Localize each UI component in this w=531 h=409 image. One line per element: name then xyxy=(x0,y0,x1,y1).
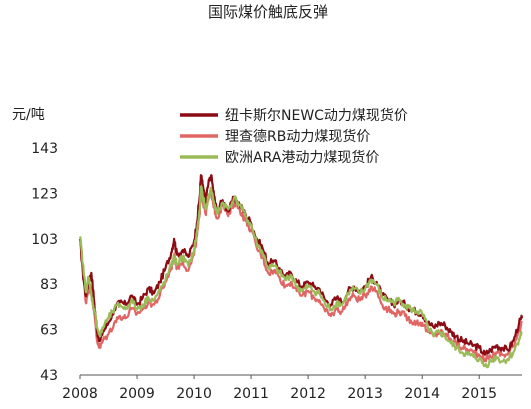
y-axis-unit-label: 元/吨 xyxy=(12,107,45,123)
x-tick-label: 2008 xyxy=(62,386,98,402)
y-tick-label: 103 xyxy=(31,232,58,248)
x-tick-label: 2010 xyxy=(176,386,212,402)
chart-title: 国际煤价触底反弹 xyxy=(208,3,328,21)
x-tick-label: 2014 xyxy=(404,386,440,402)
x-tick-label: 2011 xyxy=(233,386,269,402)
x-tick-label: 2009 xyxy=(119,386,155,402)
x-axis-ticks: 2008 2009 2010 2011 2012 2013 2014 2015 xyxy=(62,375,497,402)
series-line-1 xyxy=(78,188,524,363)
series-line-0 xyxy=(78,174,524,356)
y-tick-label: 63 xyxy=(40,323,58,339)
series-lines xyxy=(78,174,524,369)
y-tick-label: 83 xyxy=(40,277,58,293)
y-tick-label: 123 xyxy=(31,186,58,202)
y-tick-label: 143 xyxy=(31,141,58,157)
y-tick-label: 43 xyxy=(40,368,58,384)
x-tick-label: 2012 xyxy=(290,386,326,402)
legend-label-2: 欧洲ARA港动力煤现货价 xyxy=(225,149,379,166)
series-line-2 xyxy=(78,185,523,369)
legend-label-0: 纽卡斯尔NEWC动力煤现货价 xyxy=(225,107,408,124)
x-tick-label: 2013 xyxy=(347,386,383,402)
x-tick-label: 2015 xyxy=(461,386,497,402)
y-axis-ticks: 43 63 83 103 123 143 xyxy=(31,141,58,384)
legend-label-1: 理查德RB动力煤现货价 xyxy=(225,128,370,145)
